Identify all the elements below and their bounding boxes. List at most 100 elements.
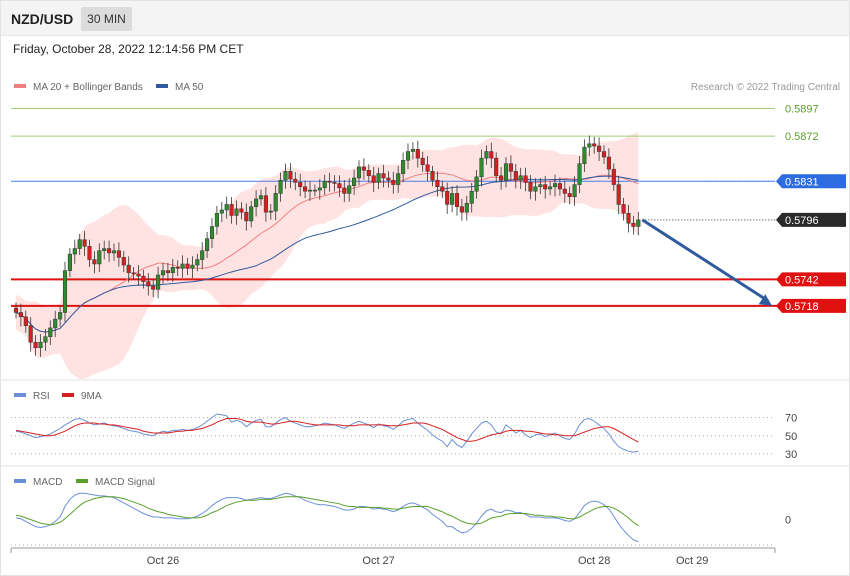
candle-body <box>224 204 229 211</box>
candle-body <box>263 195 268 213</box>
ma20-line <box>15 172 639 333</box>
last-price-label: 0.5796 <box>785 215 819 227</box>
candle-body <box>28 325 33 343</box>
macd-signal-legend-swatch <box>76 479 88 483</box>
candle-body <box>283 171 288 181</box>
candle-body <box>533 186 538 192</box>
candle-body <box>361 166 366 171</box>
candle-body <box>156 274 161 290</box>
resistance-level-label: 0.5872 <box>785 131 819 143</box>
candle-body <box>293 178 298 183</box>
candle-body <box>205 238 210 251</box>
ma50-legend-swatch <box>156 84 168 88</box>
candle-body <box>160 270 166 276</box>
candle-body <box>185 263 190 269</box>
candle-body <box>352 177 357 186</box>
candle-body <box>234 208 239 216</box>
price-level-labels: 0.5897 0.5872 0.5831 0.5796 0.5742 0.5718 <box>776 104 846 313</box>
candle-body <box>597 145 602 152</box>
ma50-line <box>15 175 639 333</box>
macd-legend-swatch <box>14 479 26 483</box>
symbol-title: NZD/USD <box>11 11 74 27</box>
pivot-level-label: 0.5831 <box>785 176 819 188</box>
rsi-level-label: 50 <box>785 431 797 443</box>
support-level-tag <box>776 298 846 313</box>
ma20-legend-label: MA 20 + Bollinger Bands <box>33 82 143 93</box>
rsi-ma-line <box>15 418 639 443</box>
x-axis-tick-label: Oct 27 <box>362 555 394 567</box>
candle-body <box>513 171 518 181</box>
candle-body <box>396 173 401 185</box>
chart-datetime: Friday, October 28, 2022 12:14:56 PM CET <box>13 42 244 56</box>
candle-body <box>626 213 631 224</box>
pivot-level-tag <box>776 174 846 189</box>
candle-body <box>518 175 523 181</box>
candle-body <box>298 182 303 188</box>
candle-body <box>479 157 484 178</box>
candle-body <box>288 171 293 180</box>
candle-body <box>38 341 43 348</box>
last-price-tag <box>776 212 846 227</box>
candle-body <box>82 239 87 247</box>
candle-body <box>317 187 322 191</box>
candle-body <box>636 219 641 227</box>
candle-body <box>116 250 121 258</box>
macd-signal-legend-label: MACD Signal <box>95 477 155 488</box>
rsi-ma-legend-label: 9MA <box>81 391 102 402</box>
candle-body <box>356 166 362 179</box>
top-bar: NZD/USD 30 MIN <box>0 0 850 36</box>
rsi-line <box>15 413 639 453</box>
candle-body <box>464 203 469 213</box>
moving-averages <box>15 172 639 333</box>
candle-body <box>425 164 430 172</box>
candle-body <box>450 193 455 205</box>
candle-body <box>53 318 58 329</box>
candle-body <box>366 170 371 177</box>
candle-body <box>572 184 577 197</box>
candle-body <box>62 270 68 313</box>
candle-body <box>170 267 175 274</box>
resistance-level-label: 0.5897 <box>785 104 819 116</box>
candle-body <box>273 193 278 212</box>
candle-body <box>611 168 616 185</box>
x-axis-tick-label: Oct 26 <box>147 555 179 567</box>
candle-body <box>503 163 509 181</box>
candle-body <box>484 151 489 159</box>
support-level-label: 0.5742 <box>785 274 819 286</box>
ma50-legend-label: MA 50 <box>175 82 204 93</box>
candle-body <box>405 151 411 161</box>
bollinger-bands <box>16 132 639 379</box>
candle-body <box>77 239 82 249</box>
timeframe-button[interactable]: 30 MIN <box>81 7 132 31</box>
macd-level-label: 0 <box>785 515 791 527</box>
candle-body <box>469 190 474 204</box>
forecast-arrow-head <box>758 294 772 306</box>
rsi-level-label: 30 <box>785 449 797 461</box>
candle-body <box>621 204 626 214</box>
candle-body <box>303 186 308 192</box>
candle-body <box>616 184 621 205</box>
candle-body <box>376 173 381 183</box>
candle-body <box>312 189 317 192</box>
candle-body <box>410 149 415 152</box>
bollinger-band-area <box>16 132 639 379</box>
candle-body <box>18 312 23 318</box>
macd-signal-line <box>15 496 639 527</box>
candle-body <box>58 312 63 320</box>
candle-body <box>43 336 48 343</box>
candle-body <box>567 193 572 197</box>
candle-body <box>23 316 28 326</box>
candle-body <box>136 273 141 277</box>
candlesticks <box>13 135 641 357</box>
candle-body <box>258 195 264 200</box>
candle-body <box>13 307 19 313</box>
candle-body <box>278 179 283 194</box>
candle-body <box>327 181 332 183</box>
candle-body <box>254 198 259 207</box>
candle-body <box>151 285 156 290</box>
rsi-level-label: 70 <box>785 413 797 425</box>
candle-body <box>190 264 195 269</box>
candle-body <box>435 179 440 188</box>
candle-body <box>420 157 425 166</box>
candle-body <box>97 250 102 265</box>
